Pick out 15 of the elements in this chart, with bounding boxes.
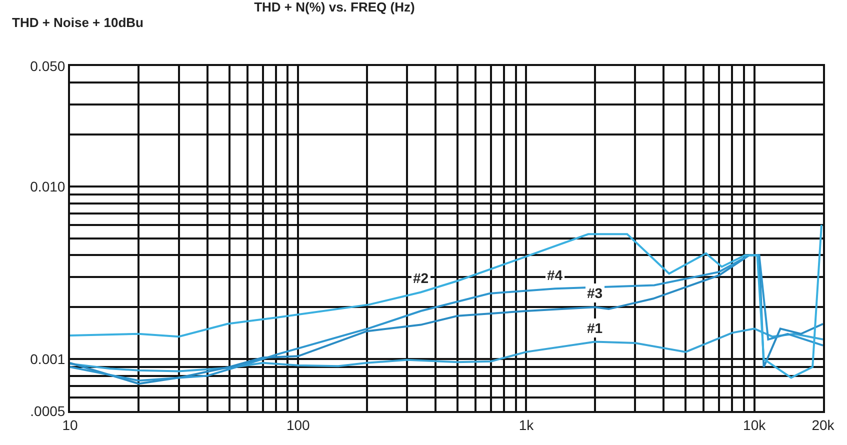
y-tick-label: 0.010: [30, 178, 66, 194]
annotation: #4: [547, 267, 563, 283]
chart-title: THD + N(%) vs. FREQ (Hz): [254, 0, 415, 14]
y-tick-label: 0.050: [30, 58, 66, 74]
annotation: #1: [587, 320, 603, 336]
annotation: #3: [587, 285, 603, 301]
x-tick-label: 10: [62, 416, 78, 433]
y-tick-label: .0005: [30, 402, 66, 419]
y-tick-label: 0.001: [30, 350, 66, 367]
x-tick-label: 1k: [518, 416, 535, 433]
x-tick-label: 20k: [812, 416, 836, 433]
annotation: #2: [413, 270, 429, 286]
x-tick-label: 100: [286, 416, 310, 433]
chart-subtitle: THD + Noise + 10dBu: [12, 15, 144, 30]
x-tick-label: 10k: [743, 416, 767, 433]
